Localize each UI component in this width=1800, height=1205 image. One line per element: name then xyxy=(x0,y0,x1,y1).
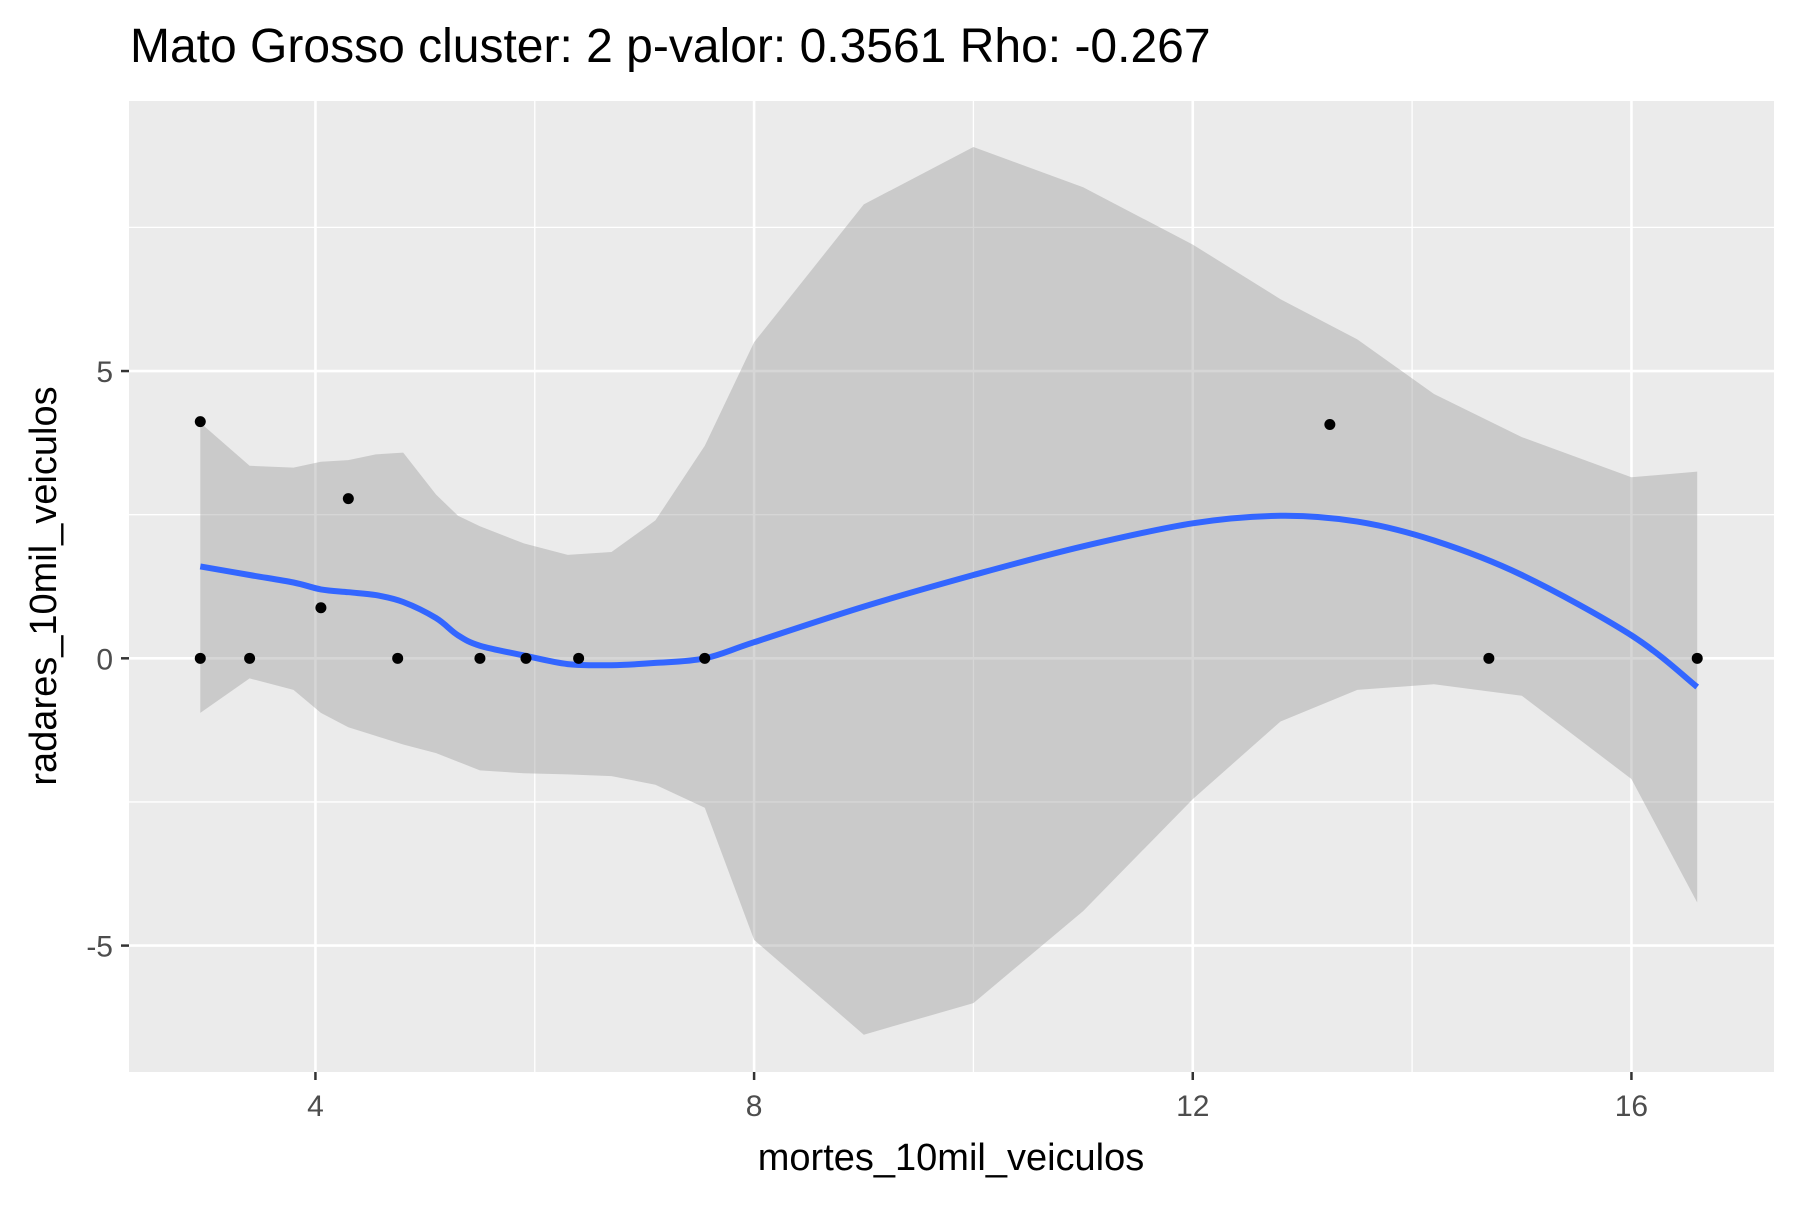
grid-major xyxy=(129,101,1774,1072)
y-tick-label: 5 xyxy=(96,356,113,389)
y-axis-title: radares_10mil_veiculos xyxy=(23,386,65,785)
smooth-line xyxy=(199,512,1700,690)
data-point xyxy=(1483,652,1495,664)
confidence-band xyxy=(200,147,1698,1035)
data-points xyxy=(194,416,1703,664)
y-tick-label: 0 xyxy=(96,643,113,676)
data-point xyxy=(1691,652,1703,664)
data-point xyxy=(474,652,486,664)
x-tick-label: 16 xyxy=(1615,1090,1648,1123)
data-point xyxy=(1324,418,1336,430)
y-axis-ticks: -5 0 5 xyxy=(86,356,129,964)
x-axis-ticks: 4 8 12 16 xyxy=(307,1072,1648,1123)
data-point xyxy=(699,652,711,664)
data-point xyxy=(520,652,532,664)
data-point xyxy=(194,652,206,664)
data-point xyxy=(392,652,404,664)
plot-panel xyxy=(129,101,1774,1072)
y-tick-label: -5 xyxy=(86,931,113,964)
x-tick-label: 8 xyxy=(746,1090,763,1123)
x-tick-label: 4 xyxy=(307,1090,324,1123)
data-point xyxy=(315,602,327,614)
data-point xyxy=(342,493,354,505)
x-axis-title: mortes_10mil_veiculos xyxy=(758,1137,1145,1179)
data-point xyxy=(194,416,206,428)
chart-title: Mato Grosso cluster: 2 p-valor: 0.3561 R… xyxy=(130,20,1211,73)
x-tick-label: 12 xyxy=(1176,1090,1209,1123)
data-point xyxy=(244,652,256,664)
data-point xyxy=(573,652,585,664)
grid-minor xyxy=(129,101,1774,1072)
